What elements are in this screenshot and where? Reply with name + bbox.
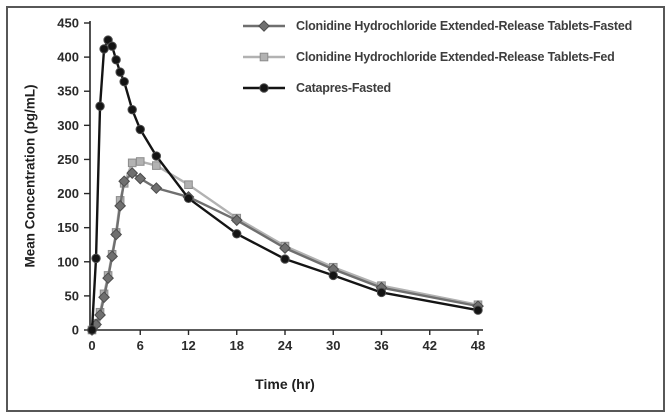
legend-item-er-fed: Clonidine Hydrochloride Extended-Release… [242, 45, 632, 69]
x-tick-label: 24 [278, 338, 293, 353]
y-tick-label: 0 [72, 323, 79, 338]
legend-label-er-fasted: Clonidine Hydrochloride Extended-Release… [296, 19, 633, 33]
data-point-circle [87, 325, 97, 335]
legend-marker-circle-icon [242, 81, 286, 95]
data-point-diamond [98, 291, 110, 304]
data-point-circle [99, 44, 109, 54]
x-tick-label: 12 [181, 338, 195, 353]
x-tick-label: 48 [471, 338, 485, 353]
y-tick-label: 100 [57, 254, 79, 269]
y-axis-title: Mean Concentration (pg/mL) [22, 84, 38, 268]
y-tick-label: 350 [57, 84, 79, 99]
x-tick-label: 18 [230, 338, 244, 353]
x-tick-label: 6 [137, 338, 144, 353]
data-point-diamond [134, 172, 147, 185]
data-point-circle [280, 254, 290, 264]
data-point-diamond [150, 182, 163, 195]
x-tick-label: 42 [423, 338, 437, 353]
data-point-circle [376, 287, 387, 298]
legend-label-catapres: Catapres-Fasted [296, 81, 391, 95]
data-point-circle [107, 41, 117, 51]
data-point-circle [473, 305, 483, 315]
data-point-diamond [230, 214, 243, 227]
data-point-square [184, 180, 193, 189]
x-tick-label: 0 [88, 338, 95, 353]
legend-label-er-fed: Clonidine Hydrochloride Extended-Release… [296, 50, 615, 64]
data-point-diamond [106, 250, 119, 263]
y-tick-label: 50 [65, 288, 79, 303]
x-tick-label: 36 [374, 338, 388, 353]
data-point-circle [328, 270, 338, 281]
data-point-circle [151, 151, 162, 161]
y-tick-label: 400 [57, 50, 79, 65]
x-tick-label: 30 [326, 338, 340, 353]
data-point-square [127, 158, 137, 168]
data-point-circle [135, 124, 145, 135]
data-point-circle [119, 76, 129, 87]
data-point-square [152, 161, 161, 170]
legend-swatch-svg [243, 83, 285, 93]
legend-item-catapres: Catapres-Fasted [242, 76, 632, 100]
data-point-diamond [114, 199, 127, 212]
x-axis-title: Time (hr) [255, 376, 315, 392]
data-point-circle [115, 67, 125, 77]
legend-swatch-svg [243, 52, 285, 62]
legend-marker-diamond-icon [242, 19, 286, 33]
legend-item-er-fasted: Clonidine Hydrochloride Extended-Release… [242, 14, 632, 38]
data-point-circle [127, 104, 137, 115]
data-point-diamond [94, 309, 106, 321]
data-point-square [135, 157, 145, 166]
data-point-diamond [279, 242, 291, 255]
data-point-diamond [102, 272, 114, 285]
data-point-diamond [126, 167, 139, 179]
data-point-circle [232, 229, 242, 239]
y-tick-label: 450 [57, 16, 79, 31]
data-point-diamond [110, 228, 123, 241]
data-point-diamond [118, 175, 131, 188]
legend-swatch-svg [243, 20, 285, 32]
y-tick-label: 150 [57, 220, 79, 235]
data-point-circle [91, 253, 101, 264]
data-point-circle [95, 101, 105, 111]
legend-marker-square-icon [242, 50, 286, 64]
legend: Clonidine Hydrochloride Extended-Release… [242, 14, 632, 100]
y-tick-label: 300 [57, 118, 79, 133]
y-tick-label: 250 [57, 152, 79, 167]
data-point-circle [183, 193, 194, 204]
series-line-2 [90, 38, 480, 332]
y-tick-label: 200 [57, 186, 79, 201]
data-point-circle [111, 55, 121, 65]
